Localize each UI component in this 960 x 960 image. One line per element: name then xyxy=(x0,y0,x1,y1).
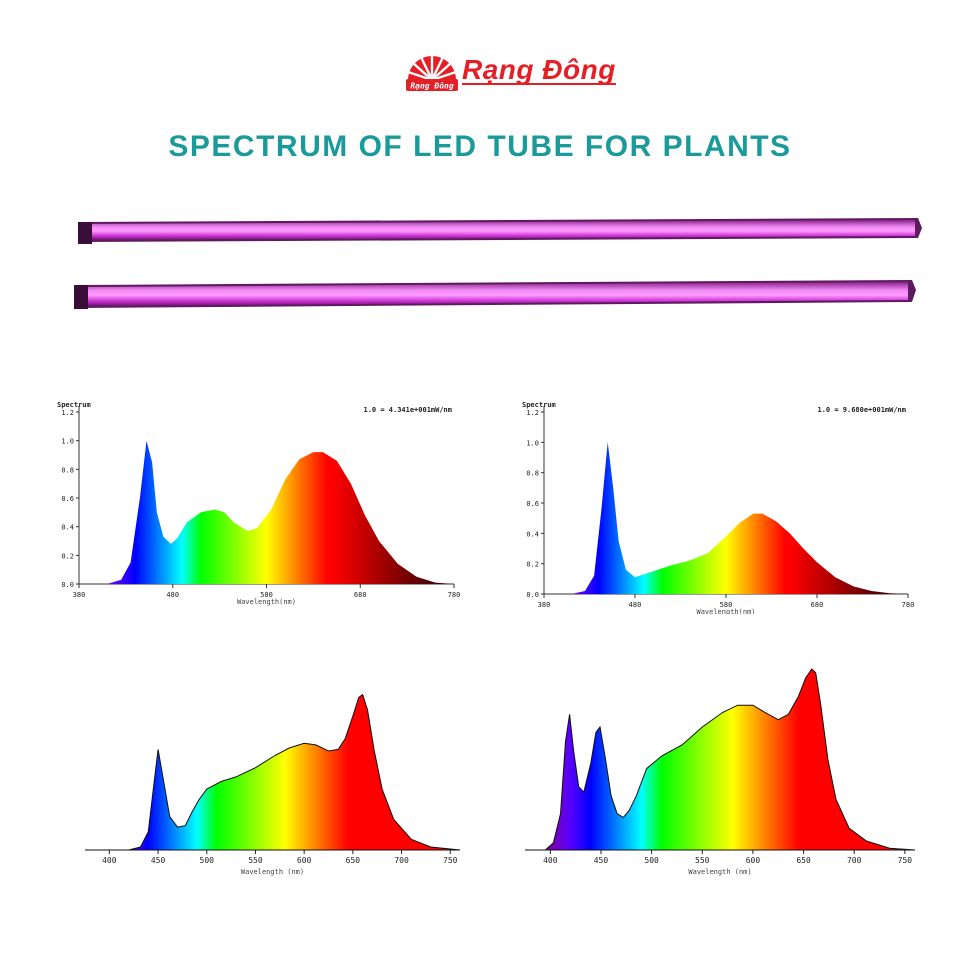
spectrum-area xyxy=(85,693,461,851)
spectrum-chart-3: 400 450 500 550 600 650 700 750 Wavelength (nm) xyxy=(85,693,461,876)
chart-title: Spectrum xyxy=(57,401,91,409)
spectrum-area xyxy=(525,668,916,851)
y-tick-label: 1.2 xyxy=(61,409,74,417)
x-tick-label: 500 xyxy=(644,856,659,865)
x-tick-label: 400 xyxy=(543,856,558,865)
x-tick-label: 400 xyxy=(102,856,117,865)
x-tick-label: 600 xyxy=(297,856,312,865)
x-axis-label: Wavelength (nm) xyxy=(688,868,751,876)
brand-logo: Rạng Đông Rạng Đông xyxy=(404,50,634,100)
y-tick-label: 1.0 xyxy=(61,438,74,446)
y-tick-label: 0.4 xyxy=(61,524,74,532)
spectrum-area xyxy=(544,442,908,594)
x-tick-label: 580 xyxy=(260,591,273,599)
x-tick-label: 780 xyxy=(448,591,461,599)
x-tick-label: 650 xyxy=(346,856,361,865)
x-tick-label: 580 xyxy=(720,601,733,609)
y-tick-label: 0.0 xyxy=(526,591,539,599)
svg-text:Rạng Đông: Rạng Đông xyxy=(410,81,454,91)
x-axis-label: Wavelength(nm) xyxy=(237,598,296,606)
x-axis-label: Wavelength(nm) xyxy=(696,608,755,614)
y-tick-label: 0.0 xyxy=(61,581,74,589)
x-tick-label: 750 xyxy=(443,856,458,865)
y-tick-label: 1.0 xyxy=(526,439,539,447)
y-tick-label: 1.2 xyxy=(526,409,539,417)
y-tick-label: 0.6 xyxy=(526,500,539,508)
sun-logo-icon: Rạng Đông xyxy=(406,55,458,91)
x-tick-label: 780 xyxy=(902,601,915,609)
y-tick-label: 0.2 xyxy=(526,561,539,569)
x-tick-label: 650 xyxy=(796,856,811,865)
x-tick-label: 680 xyxy=(354,591,367,599)
spectrum-area xyxy=(79,440,454,584)
chart-title: Spectrum xyxy=(522,401,556,409)
chart-annotation: 1.0 = 9.680e+001mW/nm xyxy=(817,406,906,414)
x-tick-label: 700 xyxy=(394,856,409,865)
x-tick-label: 480 xyxy=(629,601,642,609)
y-tick-label: 0.6 xyxy=(61,495,74,503)
x-tick-label: 680 xyxy=(811,601,824,609)
x-tick-label: 450 xyxy=(594,856,609,865)
x-tick-label: 380 xyxy=(73,591,86,599)
y-tick-label: 0.2 xyxy=(61,552,74,560)
y-tick-label: 0.8 xyxy=(61,466,74,474)
x-tick-label: 700 xyxy=(847,856,862,865)
page-title: SPECTRUM OF LED TUBE FOR PLANTS xyxy=(168,130,792,163)
x-tick-label: 480 xyxy=(166,591,179,599)
spectrum-chart-4: 400 450 500 550 600 650 700 750 Wavelength (nm) xyxy=(525,668,916,876)
y-tick-label: 0.8 xyxy=(526,470,539,478)
x-tick-label: 750 xyxy=(898,856,913,865)
x-axis-label: Wavelength (nm) xyxy=(241,868,304,876)
x-tick-label: 380 xyxy=(538,601,551,609)
y-tick-label: 0.4 xyxy=(526,530,539,538)
x-tick-label: 450 xyxy=(151,856,166,865)
x-tick-label: 550 xyxy=(248,856,263,865)
led-tube-bottom xyxy=(74,280,916,309)
spectrum-chart-2: 380 480 580 680 780 Wavelength(nm) 0.0 0.2 0.4 0.… xyxy=(522,401,915,614)
led-tube-top xyxy=(78,218,922,244)
brand-name: Rạng Đông xyxy=(462,54,616,85)
spectrum-chart-1: 380 480 580 680 780 Wavelength(nm) 0.0 0.2 0.4 0.… xyxy=(57,401,461,606)
x-tick-label: 550 xyxy=(695,856,710,865)
x-tick-label: 600 xyxy=(746,856,761,865)
led-tubes xyxy=(74,218,922,309)
chart-annotation: 1.0 = 4.341e+001mW/nm xyxy=(363,406,452,414)
x-tick-label: 500 xyxy=(200,856,215,865)
